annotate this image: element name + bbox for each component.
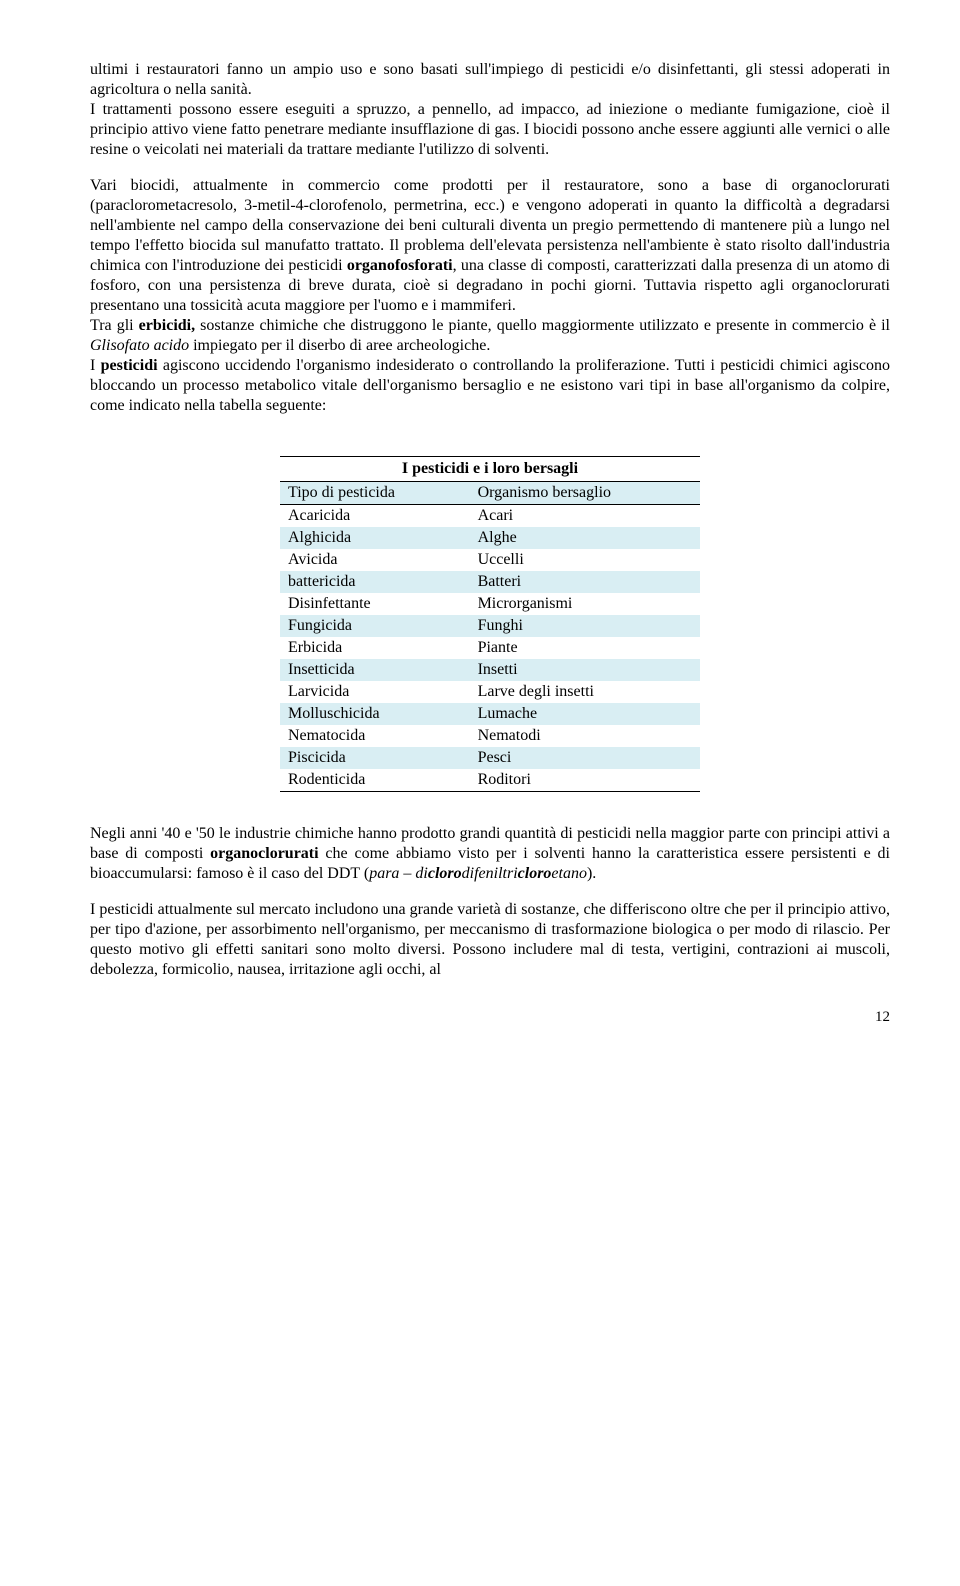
table-cell-type: Acaricida bbox=[280, 505, 470, 528]
bold-pesticidi: pesticidi bbox=[101, 357, 158, 374]
table-cell-type: Avicida bbox=[280, 549, 470, 571]
table-title: I pesticidi e i loro bersagli bbox=[280, 457, 700, 482]
italic-ddt-c: etano bbox=[551, 865, 587, 882]
text: sostanze chimiche che distruggono le pia… bbox=[195, 317, 890, 334]
table-cell-type: Larvicida bbox=[280, 681, 470, 703]
text: impiegato per il diserbo di aree archeol… bbox=[189, 337, 490, 354]
paragraph-4: Tra gli erbicidi, sostanze chimiche che … bbox=[90, 316, 890, 356]
paragraph-6: Negli anni '40 e '50 le industrie chimic… bbox=[90, 824, 890, 884]
table-cell-type: Rodenticida bbox=[280, 769, 470, 792]
italic-bold-cloro2: cloro bbox=[518, 865, 552, 882]
table-cell-target: Batteri bbox=[470, 571, 700, 593]
table-cell-target: Larve degli insetti bbox=[470, 681, 700, 703]
paragraph-7: I pesticidi attualmente sul mercato incl… bbox=[90, 900, 890, 980]
table-cell-type: Fungicida bbox=[280, 615, 470, 637]
table-cell-target: Acari bbox=[470, 505, 700, 528]
table-header-type: Tipo di pesticida bbox=[280, 482, 470, 505]
page-number: 12 bbox=[90, 1008, 890, 1027]
table-cell-type: Erbicida bbox=[280, 637, 470, 659]
table-cell-type: Disinfettante bbox=[280, 593, 470, 615]
table-cell-type: Alghicida bbox=[280, 527, 470, 549]
italic-glisofato: Glisofato acido bbox=[90, 337, 189, 354]
text: I bbox=[90, 357, 101, 374]
table-cell-target: Pesci bbox=[470, 747, 700, 769]
text: agiscono uccidendo l'organismo indesider… bbox=[90, 357, 890, 414]
italic-bold-cloro1: cloro bbox=[428, 865, 462, 882]
table-cell-target: Alghe bbox=[470, 527, 700, 549]
pesticide-table: I pesticidi e i loro bersagli Tipo di pe… bbox=[280, 456, 700, 792]
paragraph-3: Vari biocidi, attualmente in commercio c… bbox=[90, 176, 890, 316]
table-header-target: Organismo bersaglio bbox=[470, 482, 700, 505]
table-cell-type: Piscicida bbox=[280, 747, 470, 769]
bold-organofosforati: organofosforati bbox=[347, 257, 453, 274]
table-cell-target: Uccelli bbox=[470, 549, 700, 571]
paragraph-2: I trattamenti possono essere eseguiti a … bbox=[90, 100, 890, 160]
table-cell-target: Piante bbox=[470, 637, 700, 659]
table-cell-target: Nematodi bbox=[470, 725, 700, 747]
bold-organoclorurati: organoclorurati bbox=[210, 845, 318, 862]
italic-ddt-b: difeniltri bbox=[462, 865, 518, 882]
text: ). bbox=[587, 865, 596, 882]
text: Tra gli bbox=[90, 317, 139, 334]
italic-ddt-a: para – di bbox=[369, 865, 428, 882]
table-cell-target: Insetti bbox=[470, 659, 700, 681]
paragraph-5: I pesticidi agiscono uccidendo l'organis… bbox=[90, 356, 890, 416]
table-cell-type: Nematocida bbox=[280, 725, 470, 747]
table-cell-target: Lumache bbox=[470, 703, 700, 725]
table-cell-type: Molluschicida bbox=[280, 703, 470, 725]
table-cell-target: Microrganismi bbox=[470, 593, 700, 615]
paragraph-1: ultimi i restauratori fanno un ampio uso… bbox=[90, 60, 890, 100]
table-cell-target: Roditori bbox=[470, 769, 700, 792]
table-cell-type: battericida bbox=[280, 571, 470, 593]
table-cell-target: Funghi bbox=[470, 615, 700, 637]
bold-erbicidi: erbicidi, bbox=[139, 317, 195, 334]
table-cell-type: Insetticida bbox=[280, 659, 470, 681]
